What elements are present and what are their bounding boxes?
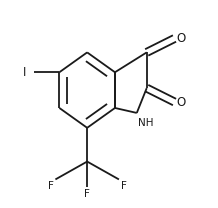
Text: I: I [23,66,27,79]
Text: F: F [48,181,53,191]
Text: NH: NH [138,118,153,128]
Text: O: O [177,95,186,109]
Text: O: O [177,32,186,45]
Text: F: F [121,181,127,191]
Text: F: F [84,189,90,199]
